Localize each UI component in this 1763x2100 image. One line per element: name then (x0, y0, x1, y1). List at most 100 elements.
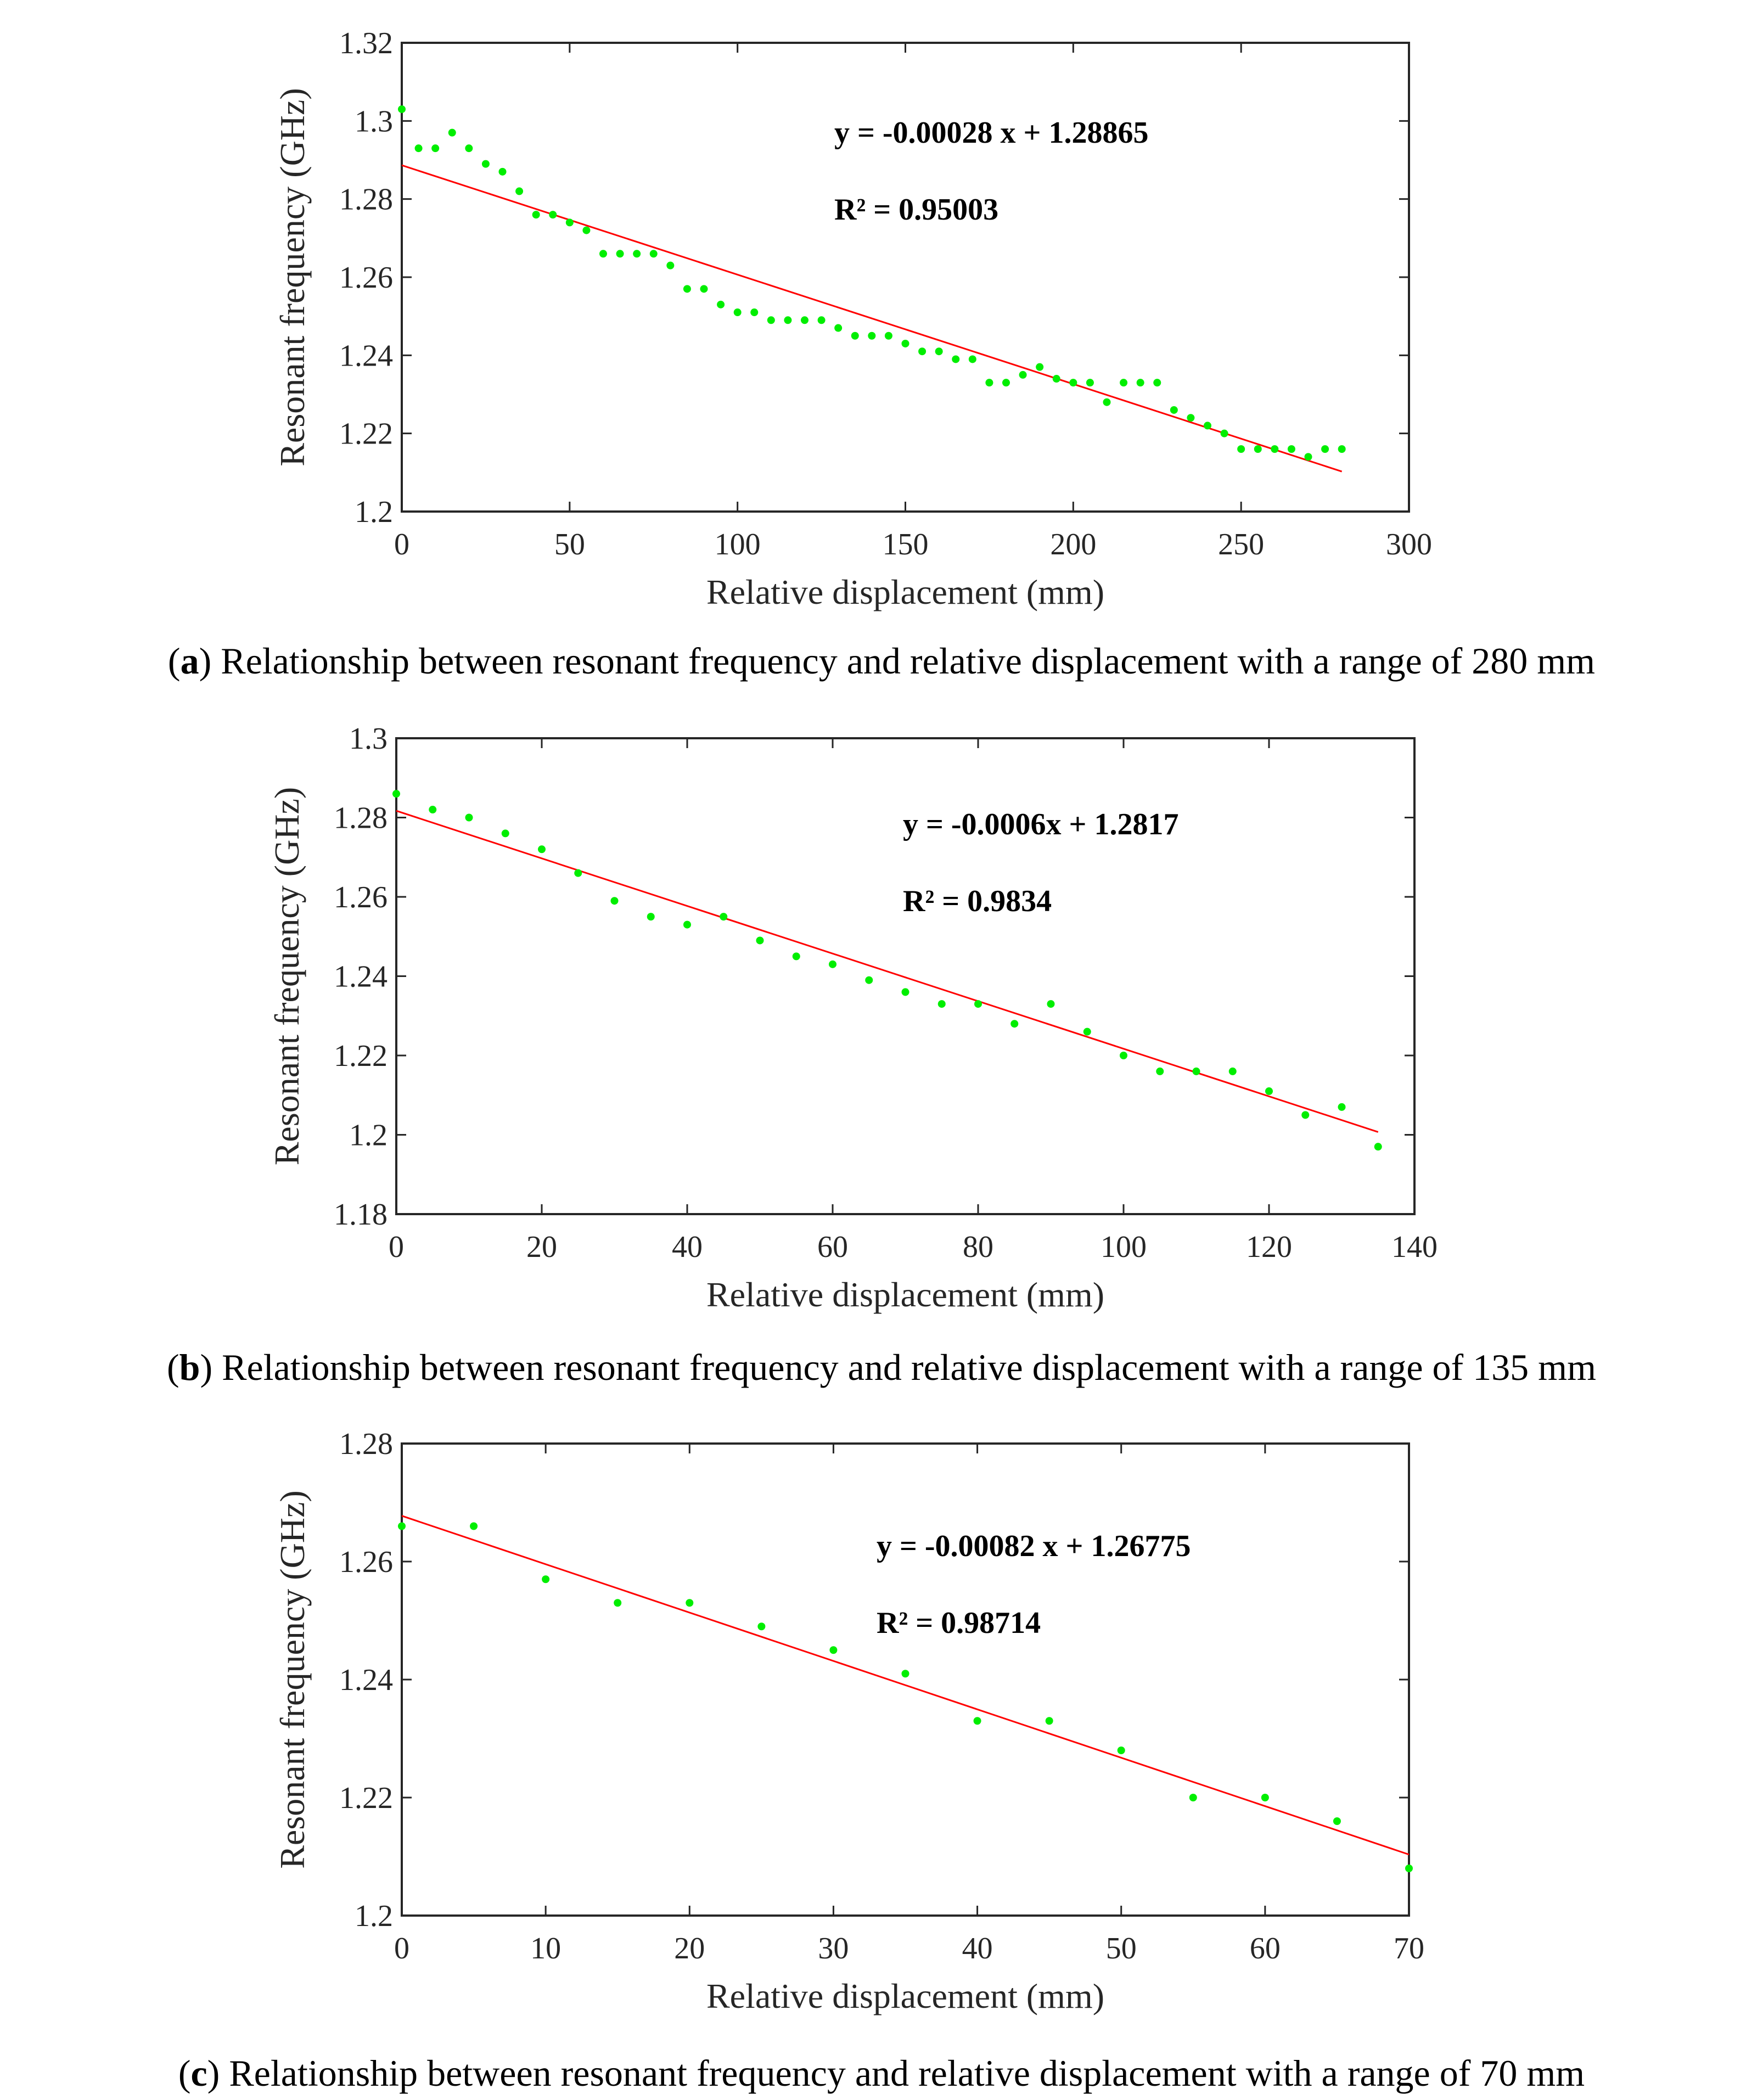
chart-c-data-point (470, 1522, 478, 1530)
chart-c-data-point (973, 1717, 981, 1725)
chart-b-xlabel: Relative displacement (mm) (706, 1275, 1104, 1314)
chart-a-xlabel: Relative displacement (mm) (706, 572, 1104, 611)
caption-a-label: a (180, 640, 199, 682)
chart-a-xtick-label: 250 (1218, 527, 1264, 562)
chart-b-data-point (792, 952, 800, 961)
chart-b-data-point (1156, 1067, 1164, 1075)
chart-b-data-point (937, 1000, 946, 1008)
chart-a-data-point (1103, 398, 1111, 406)
chart-c-data-point (686, 1599, 694, 1607)
chart-b-data-point (720, 913, 728, 921)
chart-a-data-point (465, 144, 473, 153)
chart-c-data-point (901, 1670, 909, 1678)
chart-a-data-point (935, 347, 943, 356)
chart-a-ylabel: Resonant frequency (GHz) (273, 88, 312, 467)
chart-b-data-point (465, 813, 473, 822)
chart-a-xtick-label: 0 (394, 527, 409, 562)
chart-a-data-point (985, 379, 993, 387)
chart-c-ytick-label: 1.24 (339, 1663, 393, 1697)
chart-b-r-squared: R² = 0.9834 (903, 884, 1052, 918)
chart-a-data-point (1237, 445, 1245, 453)
chart-b-data-point (974, 1000, 982, 1008)
caption-b: (b) Relationship between resonant freque… (167, 1346, 1596, 1388)
chart-a-data-point (414, 144, 423, 153)
chart-a-data-point (733, 308, 742, 317)
chart-a-ytick-label: 1.32 (339, 26, 393, 60)
chart-b-data-point (1301, 1111, 1310, 1119)
chart-b-equation: y = -0.0006x + 1.2817 (903, 807, 1178, 841)
chart-a-data-point (1136, 379, 1144, 387)
chart-a-xtick-label: 50 (554, 527, 585, 562)
chart-a: 0 50 100 150 200 250 300 1.2 1.22 1.24 1.26 1.28 1.3… (273, 26, 1432, 611)
chart-a-data-point (1170, 406, 1178, 414)
chart-a-data-point (1220, 429, 1228, 437)
chart-b-data-point (1338, 1103, 1346, 1111)
chart-c-data-point (1261, 1794, 1269, 1801)
chart-a-data-point (767, 316, 775, 324)
chart-c: 0 10 20 30 40 50 60 70 1.2 1.22 1.24 1.26 1.28 Relati… (273, 1427, 1424, 2015)
chart-a-r-squared: R² = 0.95003 (834, 193, 998, 227)
chart-a-data-point (1204, 422, 1211, 430)
chart-a-data-point (700, 285, 708, 293)
chart-c-data-point (1405, 1865, 1413, 1872)
chart-c-ytick-label: 1.26 (339, 1545, 393, 1579)
chart-b-ytick-label: 1.22 (334, 1039, 388, 1073)
chart-b-data-point (1265, 1087, 1273, 1096)
chart-a-data-point (851, 332, 859, 340)
chart-a-data-point (834, 324, 843, 332)
chart-a-ytick-label: 1.26 (339, 261, 393, 295)
chart-c-ylabel: Resonant frequency (GHz) (273, 1490, 312, 1869)
chart-a-data-point (901, 339, 909, 347)
chart-b-data-point (901, 988, 909, 996)
chart-c-data-point (757, 1622, 766, 1631)
caption-c-text: Relationship between resonant frequency … (229, 2052, 1585, 2094)
chart-a-data-point (1321, 445, 1329, 453)
chart-c-xtick-label: 40 (962, 1931, 993, 1966)
chart-a-xtick-label: 150 (883, 527, 929, 562)
chart-b-data-point (574, 869, 582, 877)
chart-b-data-point (392, 790, 400, 798)
chart-a-data-point (498, 167, 507, 176)
chart-a-data-point (918, 347, 927, 356)
chart-a-data-point (1187, 414, 1195, 422)
chart-a-data-point (784, 316, 792, 324)
chart-c-fit-line (401, 1515, 1410, 1856)
chart-b-data-point (756, 936, 764, 945)
caption-a-text: Relationship between resonant frequency … (221, 640, 1596, 682)
chart-a-data-point (666, 261, 675, 269)
chart-a-data-point (431, 144, 440, 153)
chart-b-data-point (501, 829, 509, 838)
chart-b-xtick-label: 40 (672, 1230, 703, 1264)
chart-a-data-point (515, 187, 524, 195)
chart-c-equation: y = -0.00082 x + 1.26775 (877, 1529, 1191, 1563)
chart-b-data-point (610, 897, 619, 905)
chart-b-data-point (1192, 1067, 1200, 1075)
chart-a-data-point (1287, 445, 1295, 453)
caption-c: (c) Relationship between resonant freque… (178, 2052, 1585, 2094)
chart-a-data-point (683, 285, 691, 293)
chart-a-fit-line (401, 164, 1343, 473)
chart-a-data-point (1304, 453, 1312, 461)
chart-b-xtick-label: 80 (963, 1230, 993, 1264)
chart-a-data-point (633, 250, 641, 258)
chart-a-ytick-label: 1.24 (339, 339, 393, 373)
chart-a-data-point (868, 332, 876, 340)
chart-a-data-point (1069, 379, 1077, 387)
chart-a-data-point (750, 308, 759, 317)
chart-a-data-point (884, 332, 892, 340)
chart-a-data-point (1086, 379, 1094, 387)
chart-a-data-point (448, 128, 456, 137)
chart-c-ytick-label: 1.28 (339, 1427, 393, 1461)
chart-b-data-point (538, 845, 546, 854)
chart-c-data-point (542, 1575, 550, 1584)
chart-c-r-squared: R² = 0.98714 (877, 1606, 1041, 1640)
chart-a-data-point (1019, 370, 1027, 379)
chart-c-xtick-label: 60 (1250, 1931, 1281, 1966)
chart-a-data-point (952, 355, 960, 363)
chart-c-xtick-label: 50 (1106, 1931, 1137, 1966)
chart-a-data-point (549, 211, 557, 219)
chart-a-data-point (1254, 445, 1262, 453)
chart-a-data-point (532, 211, 540, 219)
chart-b-data-point (1374, 1143, 1382, 1151)
chart-b-ytick-label: 1.28 (334, 801, 388, 835)
